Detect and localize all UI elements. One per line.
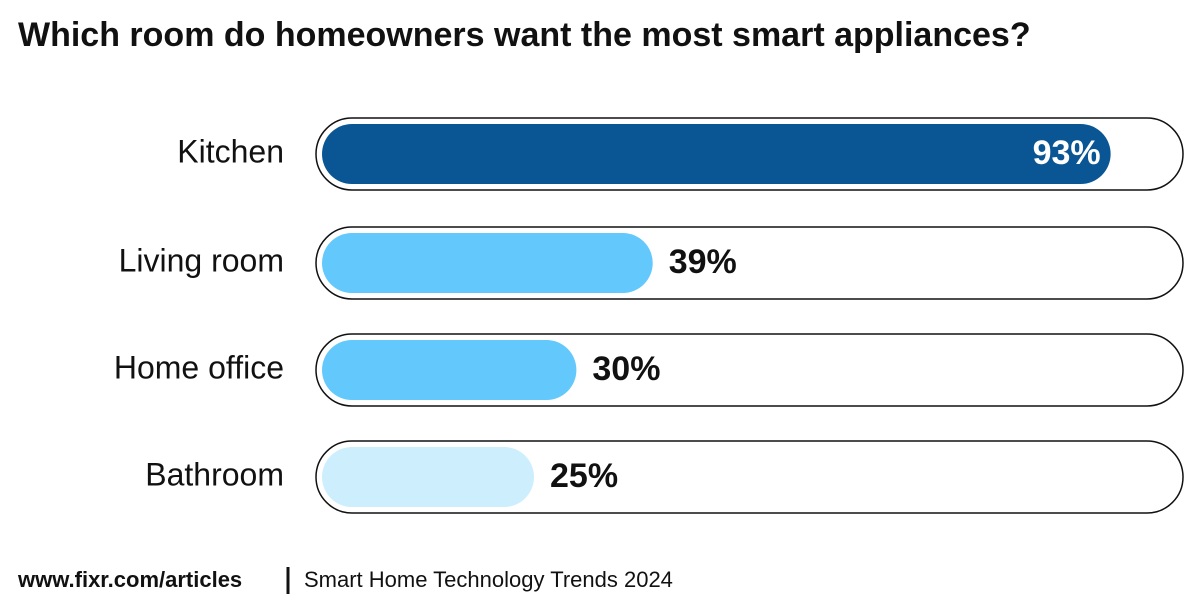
note: Smart Home Technology Trends 2024 bbox=[304, 567, 673, 592]
y-tick-label: Kitchen bbox=[177, 133, 284, 169]
y-tick-label: Bathroom bbox=[145, 456, 284, 492]
value-label: 93% bbox=[1033, 134, 1101, 172]
bar bbox=[322, 233, 653, 293]
value-label: 30% bbox=[592, 350, 660, 388]
bar bbox=[322, 340, 577, 400]
y-tick-label: Living room bbox=[119, 242, 284, 278]
value-label: 25% bbox=[550, 457, 618, 495]
y-tick-label: Home office bbox=[114, 349, 284, 385]
value-label: 39% bbox=[669, 243, 737, 281]
bar bbox=[322, 124, 1111, 184]
bar bbox=[322, 447, 534, 507]
chart-title: Which room do homeowners want the most s… bbox=[18, 16, 1031, 54]
track bbox=[315, 440, 1184, 514]
source: www.fixr.com/articles bbox=[17, 567, 242, 592]
